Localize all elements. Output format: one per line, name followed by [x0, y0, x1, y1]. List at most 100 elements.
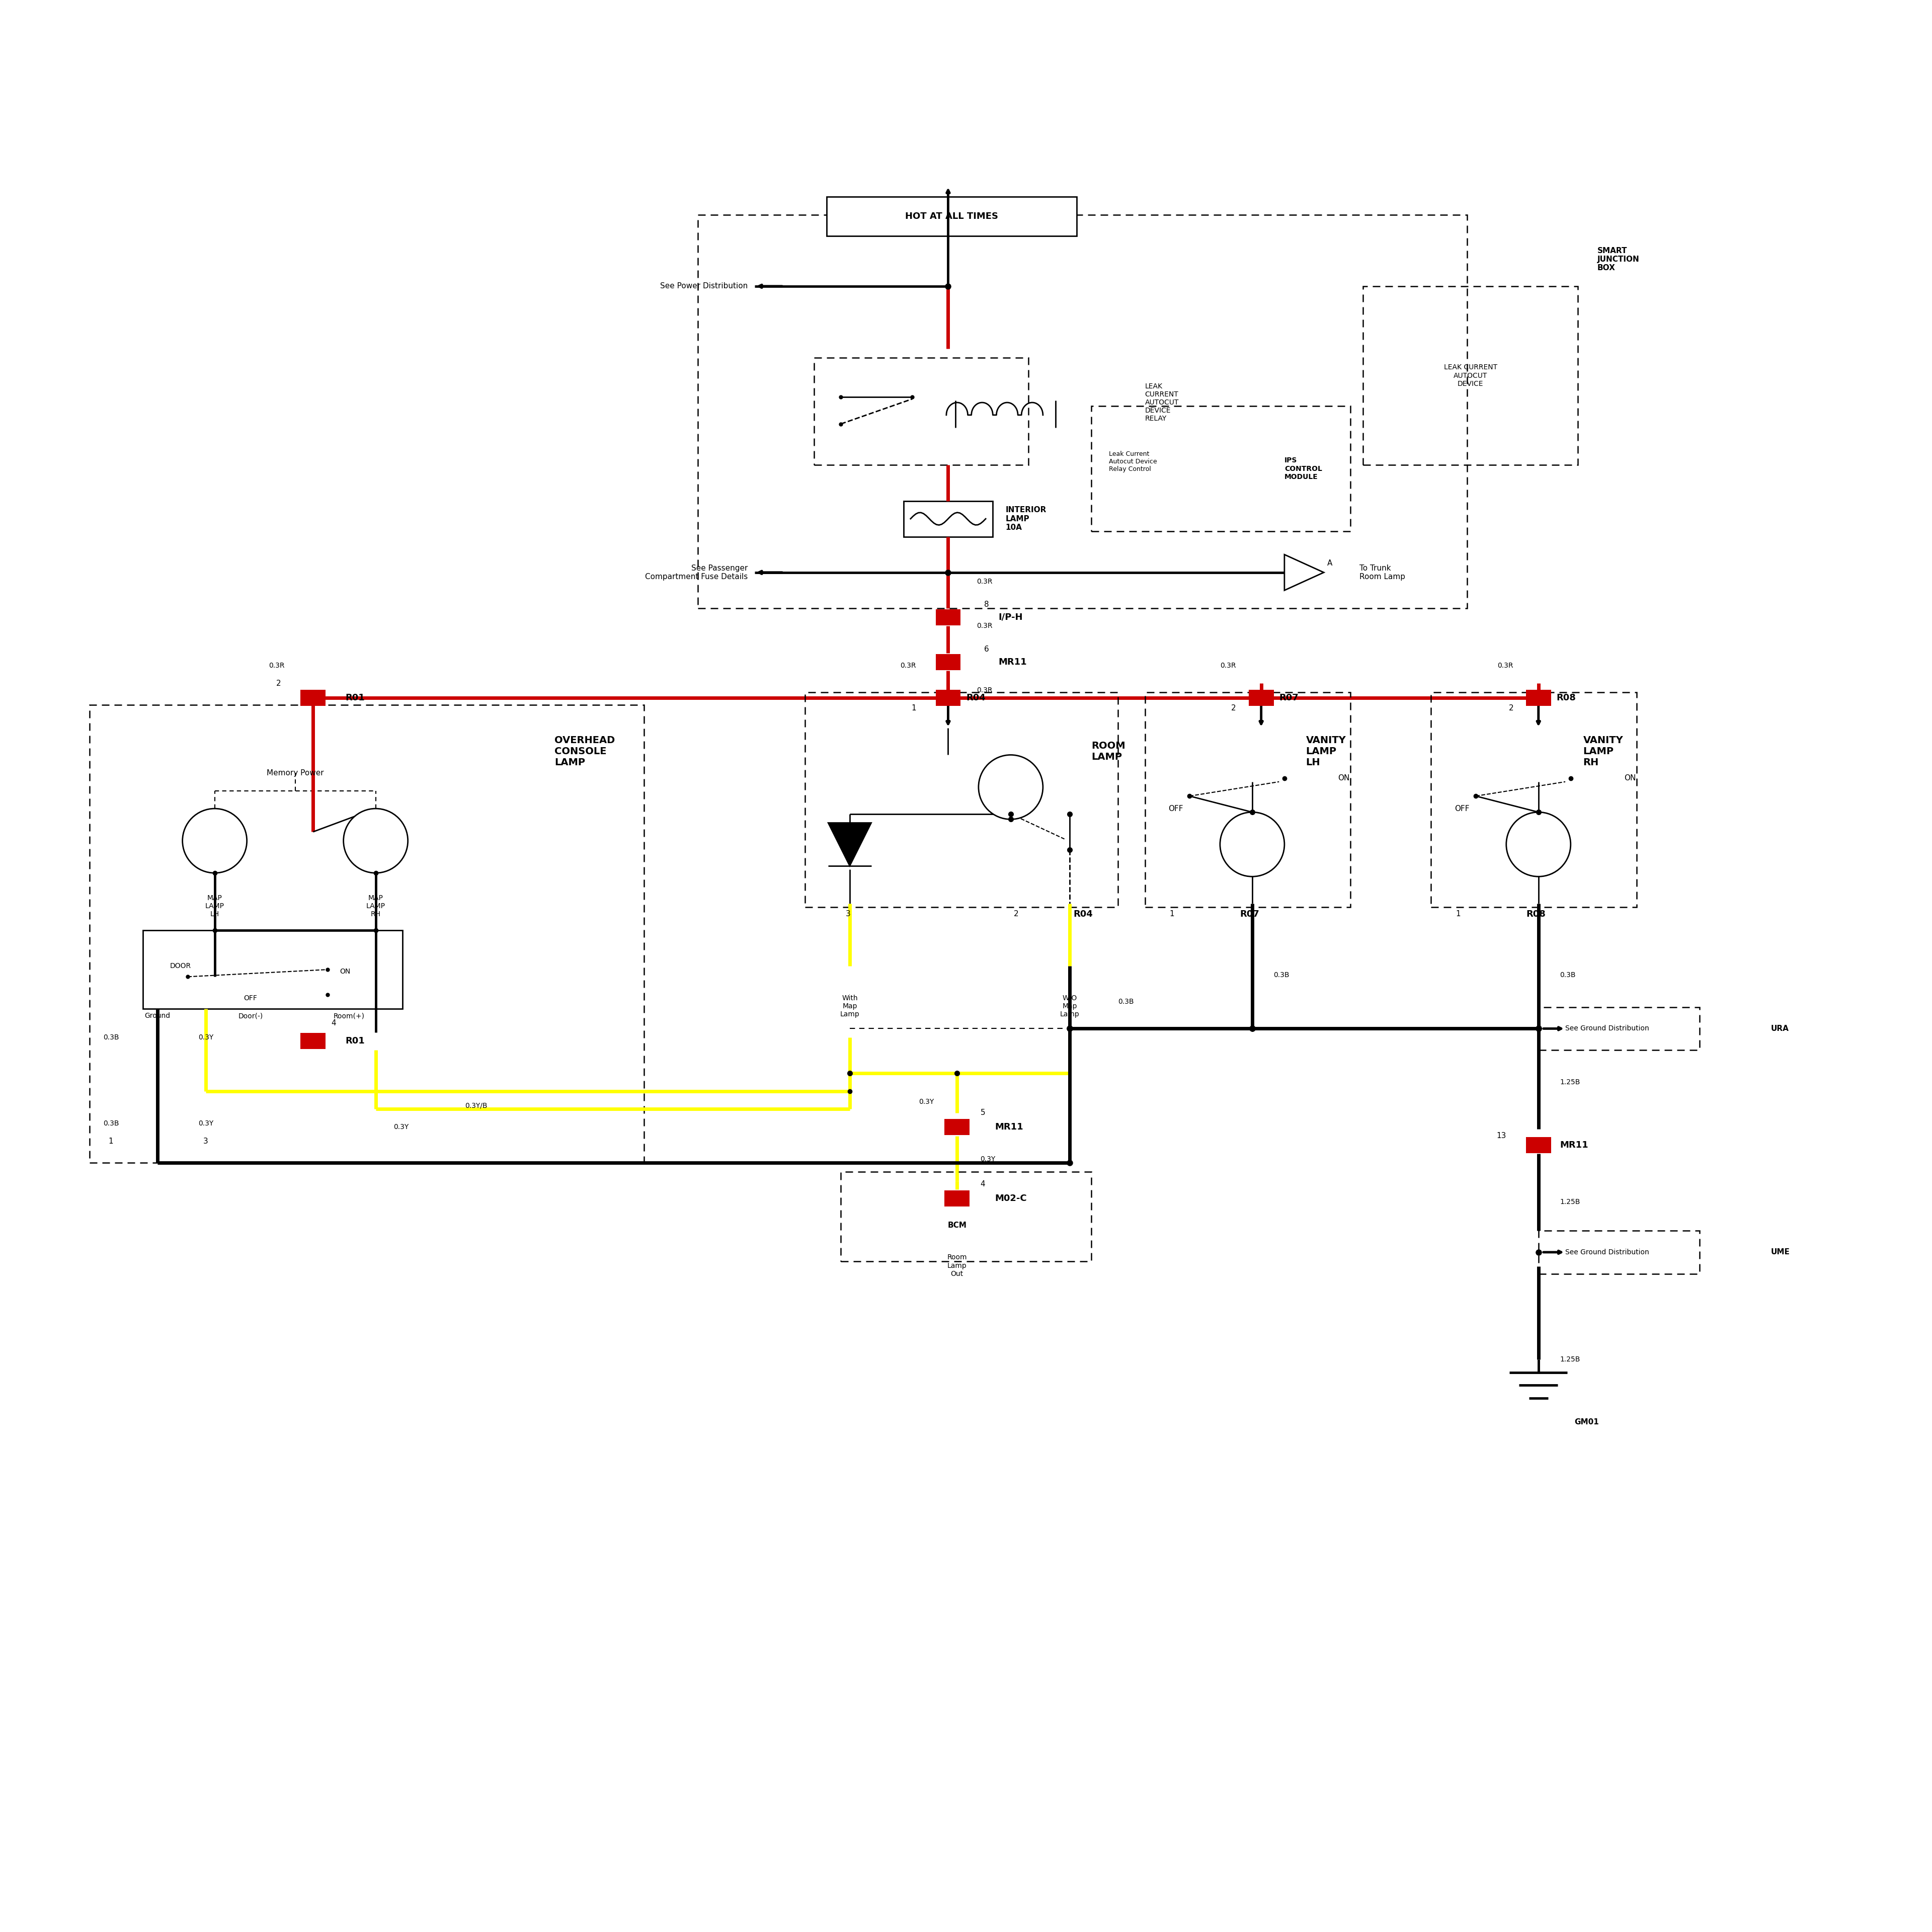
Text: 0.3Y: 0.3Y [918, 1099, 933, 1105]
Text: Door(-): Door(-) [238, 1012, 263, 1020]
Text: 0.3B: 0.3B [102, 1034, 120, 1041]
Text: Leak Current
Autocut Device
Relay Control: Leak Current Autocut Device Relay Contro… [1109, 450, 1157, 471]
Text: R01: R01 [346, 1037, 365, 1045]
Text: R08: R08 [1526, 910, 1546, 918]
Text: R04: R04 [1074, 910, 1094, 918]
Text: 6: 6 [983, 645, 989, 653]
Text: W/O
Map
Lamp: W/O Map Lamp [1061, 995, 1080, 1018]
Text: 0.3R: 0.3R [978, 622, 993, 630]
Text: VANITY
LAMP
LH: VANITY LAMP LH [1306, 736, 1347, 767]
Text: MR11: MR11 [1559, 1140, 1588, 1150]
Bar [1092, 406, 1350, 531]
Circle shape [344, 810, 408, 873]
Text: DOOR: DOOR [170, 962, 191, 970]
Bar [840, 1171, 1092, 1262]
Text: Room(+): Room(+) [332, 1012, 365, 1020]
Text: See Passenger
Compartment Fuse Details: See Passenger Compartment Fuse Details [645, 564, 748, 582]
Text: 0.3B: 0.3B [1559, 972, 1577, 978]
Text: OFF: OFF [243, 995, 257, 1001]
Text: 0.3Y: 0.3Y [199, 1121, 213, 1126]
Bar [89, 705, 643, 1163]
Bar [1364, 286, 1578, 466]
Text: With
Map
Lamp: With Map Lamp [840, 995, 860, 1018]
Circle shape [978, 755, 1043, 819]
Text: See Power Distribution: See Power Distribution [661, 282, 748, 290]
Text: BCM: BCM [947, 1221, 966, 1229]
Bar [1526, 690, 1551, 705]
Bar [1526, 1136, 1551, 1153]
Text: See Ground Distribution: See Ground Distribution [1565, 1248, 1650, 1256]
Text: 1: 1 [1455, 910, 1461, 918]
Text: 1.25B: 1.25B [1559, 1356, 1580, 1364]
Text: 0.3R: 0.3R [269, 663, 284, 668]
Text: 8: 8 [983, 601, 989, 609]
Text: 0.3R: 0.3R [978, 578, 993, 585]
Text: 0.3Y: 0.3Y [980, 1155, 995, 1163]
Text: 13: 13 [1497, 1132, 1507, 1140]
Circle shape [1219, 811, 1285, 877]
Circle shape [1507, 811, 1571, 877]
Bar [827, 197, 1076, 236]
Bar [945, 1190, 970, 1208]
Text: R01: R01 [346, 694, 365, 701]
Text: GM01: GM01 [1575, 1418, 1600, 1426]
Text: INTERIOR
LAMP
10A: INTERIOR LAMP 10A [1005, 506, 1047, 531]
Bar [1538, 1231, 1700, 1273]
Bar [1432, 692, 1636, 906]
Text: Ground: Ground [145, 1012, 170, 1020]
Bar [1538, 1007, 1700, 1051]
Text: R04: R04 [966, 694, 985, 701]
Text: 2: 2 [1509, 705, 1513, 713]
Text: 2: 2 [276, 680, 280, 688]
Bar [301, 1034, 327, 1049]
Text: 0.3R: 0.3R [1497, 663, 1513, 668]
Text: 2: 2 [1231, 705, 1236, 713]
Text: SMART
JUNCTION
BOX: SMART JUNCTION BOX [1598, 247, 1640, 272]
Text: MR11: MR11 [995, 1122, 1024, 1132]
Text: OFF: OFF [1169, 806, 1182, 811]
Text: ROOM
LAMP: ROOM LAMP [1092, 742, 1124, 761]
Bar [1248, 690, 1273, 705]
Text: Memory Power: Memory Power [267, 769, 325, 777]
Bar [813, 357, 1028, 466]
Text: IPS
CONTROL
MODULE: IPS CONTROL MODULE [1285, 458, 1321, 481]
Text: UME: UME [1772, 1248, 1791, 1256]
Text: 0.3R: 0.3R [978, 688, 993, 694]
Text: I/P-H: I/P-H [999, 612, 1022, 622]
Text: 4: 4 [980, 1180, 985, 1188]
Bar [143, 929, 402, 1009]
Text: 0.3R: 0.3R [900, 663, 916, 668]
Text: MAP
LAMP
LH: MAP LAMP LH [205, 895, 224, 918]
Bar [697, 214, 1466, 609]
Text: Room
Lamp
Out: Room Lamp Out [947, 1254, 968, 1277]
Bar [301, 690, 327, 705]
Text: 0.3Y/B: 0.3Y/B [466, 1101, 487, 1109]
Bar [806, 692, 1119, 906]
Text: 5: 5 [980, 1109, 985, 1117]
Text: R08: R08 [1557, 694, 1577, 701]
Text: VANITY
LAMP
RH: VANITY LAMP RH [1582, 736, 1623, 767]
Polygon shape [1285, 554, 1323, 591]
Text: LEAK CURRENT
AUTOCUT
DEVICE: LEAK CURRENT AUTOCUT DEVICE [1443, 363, 1497, 386]
Text: 1.25B: 1.25B [1559, 1198, 1580, 1206]
Text: 0.3B: 0.3B [1119, 999, 1134, 1005]
Text: 1: 1 [108, 1138, 114, 1146]
Bar [1146, 692, 1350, 906]
Circle shape [182, 810, 247, 873]
Polygon shape [829, 823, 871, 866]
Text: MR11: MR11 [999, 657, 1026, 667]
Text: 3: 3 [846, 910, 850, 918]
Text: 2: 2 [1014, 910, 1018, 918]
Text: ON: ON [1625, 775, 1636, 782]
Text: To Trunk
Room Lamp: To Trunk Room Lamp [1360, 564, 1405, 582]
Bar [935, 653, 960, 670]
Text: 1: 1 [912, 705, 916, 713]
Text: 0.3Y: 0.3Y [394, 1124, 410, 1130]
Text: ON: ON [340, 968, 350, 976]
Text: 0.3B: 0.3B [1273, 972, 1289, 978]
Text: URA: URA [1772, 1024, 1789, 1032]
Text: R07: R07 [1279, 694, 1298, 701]
Text: 1: 1 [1169, 910, 1175, 918]
Text: LEAK
CURRENT
AUTOCUT
DEVICE
RELAY: LEAK CURRENT AUTOCUT DEVICE RELAY [1146, 383, 1179, 423]
Text: OVERHEAD
CONSOLE
LAMP: OVERHEAD CONSOLE LAMP [554, 736, 614, 767]
